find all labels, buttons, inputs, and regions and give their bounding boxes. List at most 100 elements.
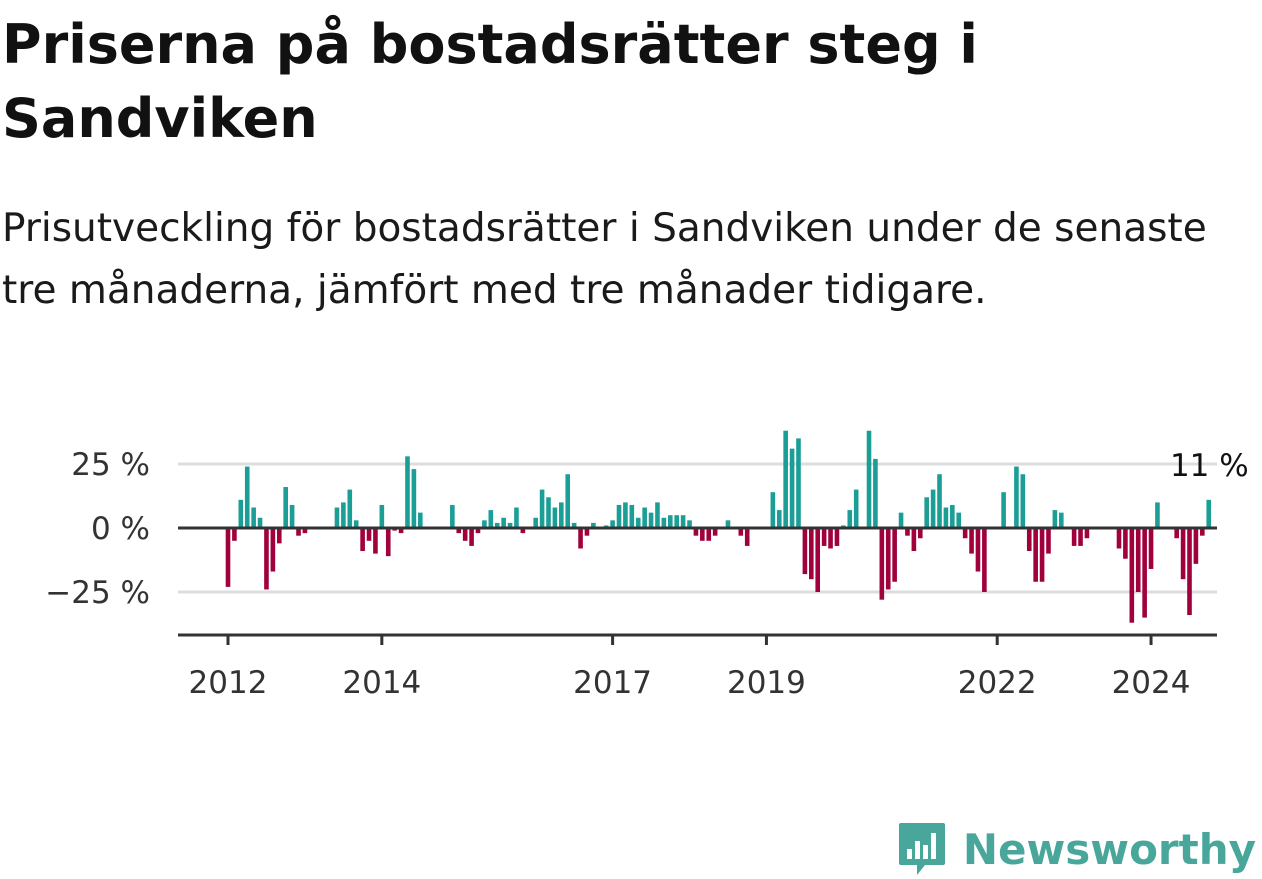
bar — [341, 502, 346, 528]
bar — [469, 528, 474, 546]
bar — [1039, 528, 1045, 582]
bar — [1187, 528, 1192, 616]
bar — [1084, 528, 1090, 539]
bar — [552, 507, 558, 528]
bar — [584, 528, 590, 536]
bar — [674, 515, 679, 528]
gridlines — [178, 462, 1217, 594]
x-tick-label: 2022 — [958, 665, 1037, 701]
x-tick-label: 2017 — [573, 665, 652, 701]
x-axis-ticks: 2012 2014 2017 2019 2022 2024 — [189, 635, 1190, 701]
end-value-label: 11 % — [1170, 448, 1249, 484]
bar — [232, 528, 237, 541]
y-tick-label: 25 % — [71, 447, 150, 483]
chart-subtitle: Prisutveckling för bostadsrätter i Sandv… — [2, 206, 1207, 313]
bar — [1014, 466, 1019, 528]
bar — [642, 507, 647, 528]
bar — [866, 430, 872, 528]
bar — [892, 528, 897, 582]
bar — [385, 528, 391, 557]
bar — [366, 528, 372, 541]
bar — [712, 528, 718, 536]
bar — [225, 528, 231, 587]
bar — [917, 528, 923, 539]
bar — [283, 487, 288, 528]
bar — [687, 520, 692, 528]
chart-title: Priserna på bostadsrätter steg i Sandvik… — [2, 13, 978, 150]
bar — [539, 489, 545, 528]
bar — [1193, 528, 1199, 564]
bar — [1033, 528, 1038, 582]
bar — [783, 430, 788, 528]
bar — [1135, 528, 1141, 592]
bar — [571, 522, 577, 528]
bar — [655, 502, 660, 528]
bar — [623, 502, 628, 528]
bar — [289, 504, 295, 528]
x-tick-label: 2012 — [189, 665, 268, 701]
bar — [405, 456, 410, 528]
bar — [796, 438, 801, 528]
bar — [610, 520, 615, 528]
bar — [450, 504, 455, 528]
bar — [667, 515, 673, 528]
bar — [565, 474, 571, 528]
bar — [680, 515, 686, 528]
bar — [1020, 474, 1026, 528]
bar — [1123, 528, 1128, 559]
bar — [1180, 528, 1186, 580]
bar — [507, 522, 513, 528]
bar — [885, 528, 891, 590]
bar — [533, 517, 538, 528]
y-tick-label: 0 % — [91, 511, 150, 547]
bar — [520, 528, 526, 534]
bar — [924, 497, 929, 528]
x-tick-label: 2014 — [342, 665, 421, 701]
bar — [578, 528, 583, 549]
bar — [559, 502, 564, 528]
bar — [1046, 528, 1051, 554]
bar — [1206, 499, 1212, 528]
bar — [1001, 492, 1006, 528]
bar — [475, 528, 481, 534]
bar — [501, 517, 506, 528]
bar — [969, 528, 974, 554]
bar — [847, 510, 853, 528]
bar — [1142, 528, 1147, 618]
bar — [257, 517, 263, 528]
bar — [956, 512, 962, 528]
bar — [911, 528, 917, 552]
bar — [821, 528, 827, 546]
bar — [238, 499, 244, 528]
bar — [398, 528, 404, 534]
x-tick-label: 2019 — [727, 665, 806, 701]
bar — [962, 528, 968, 539]
bar — [853, 489, 859, 528]
bar — [950, 504, 955, 528]
bar — [898, 512, 904, 528]
bar — [1052, 510, 1058, 528]
bar — [975, 528, 981, 572]
bar — [629, 504, 635, 528]
bar — [1155, 502, 1160, 528]
bar — [276, 528, 282, 544]
bar — [546, 497, 551, 528]
bar — [244, 466, 250, 528]
bar — [1148, 528, 1154, 569]
bar — [302, 528, 308, 534]
bar — [462, 528, 468, 541]
bar — [1026, 528, 1032, 552]
bar — [1200, 528, 1205, 536]
bar — [937, 474, 942, 528]
bar — [482, 520, 487, 528]
bar — [373, 528, 378, 554]
bar — [770, 492, 776, 528]
bar — [270, 528, 276, 572]
bar — [591, 522, 596, 528]
bar — [1059, 512, 1064, 528]
bar — [411, 469, 417, 528]
bar — [488, 510, 494, 528]
brand-name: Newsworthy — [962, 824, 1256, 874]
bar — [264, 528, 269, 590]
y-axis-ticks: 25 % 0 % −25 % — [45, 447, 150, 611]
